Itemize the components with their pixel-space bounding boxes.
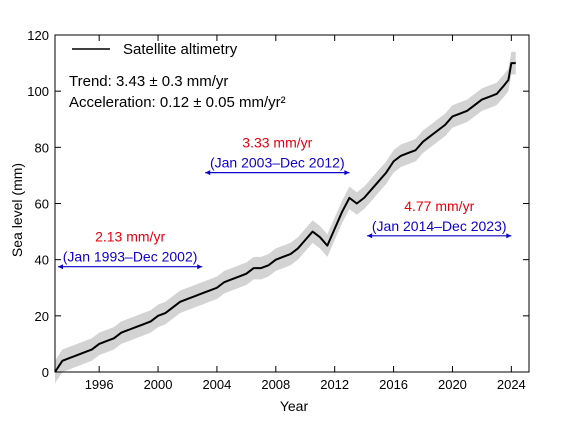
x-tick-label: 2000 [144,377,173,392]
series-line-satellite-altimetry [54,62,516,373]
x-tick-label: 1996 [85,377,114,392]
legend-label: Satellite altimetry [123,41,238,58]
y-tick-label: 40 [35,253,49,268]
period-range-label: (Jan 1993–Dec 2002) [63,249,198,265]
legend: Satellite altimetry [72,41,238,58]
x-tick-label: 2020 [438,377,467,392]
y-tick-label: 20 [35,309,49,324]
x-axis-ticks: 1996 2000 2004 2008 2012 2016 2020 2024 [85,35,526,392]
period-range-label: (Jan 2014–Dec 2023) [372,218,507,234]
period-annotation-layer: 2.13 mm/yr (Jan 1993–Dec 2002) 3.33 mm/yr (… [58,135,512,270]
trend-annotation: Trend: 3.43 ± 0.3 mm/yr [69,73,228,90]
period-arrow-head-left [205,170,211,176]
period-arrow-head-left [58,264,63,270]
x-tick-label: 2008 [261,377,290,392]
x-tick-label: 2016 [379,377,408,392]
uncertainty-band [55,51,516,384]
uncertainty-band-layer [55,51,516,384]
y-axis-ticks: 0 20 40 60 80 100 120 [27,28,529,380]
y-tick-label: 80 [35,140,49,155]
acceleration-annotation: Acceleration: 0.12 ± 0.05 mm/yr² [69,94,286,111]
period-rate-label: 2.13 mm/yr [95,229,165,245]
y-tick-label: 0 [42,365,49,380]
y-tick-label: 60 [35,197,49,212]
period-rate-label: 4.77 mm/yr [404,198,474,214]
x-tick-label: 2004 [202,377,231,392]
y-tick-label: 100 [27,84,49,99]
y-axis-title: Sea level (mm) [9,163,25,257]
x-tick-label: 2024 [497,377,526,392]
y-tick-label: 120 [27,28,49,43]
period-arrow-head-right [344,170,350,176]
x-tick-label: 2012 [320,377,349,392]
period-arrow-head-right [197,264,203,270]
period-arrow-head-right [506,233,512,239]
period-range-label: (Jan 2003–Dec 2012) [210,155,345,171]
x-axis-title: Year [280,398,309,414]
period-arrow-head-left [367,233,373,239]
period-rate-label: 3.33 mm/yr [242,135,312,151]
series-line-layer [54,62,516,373]
